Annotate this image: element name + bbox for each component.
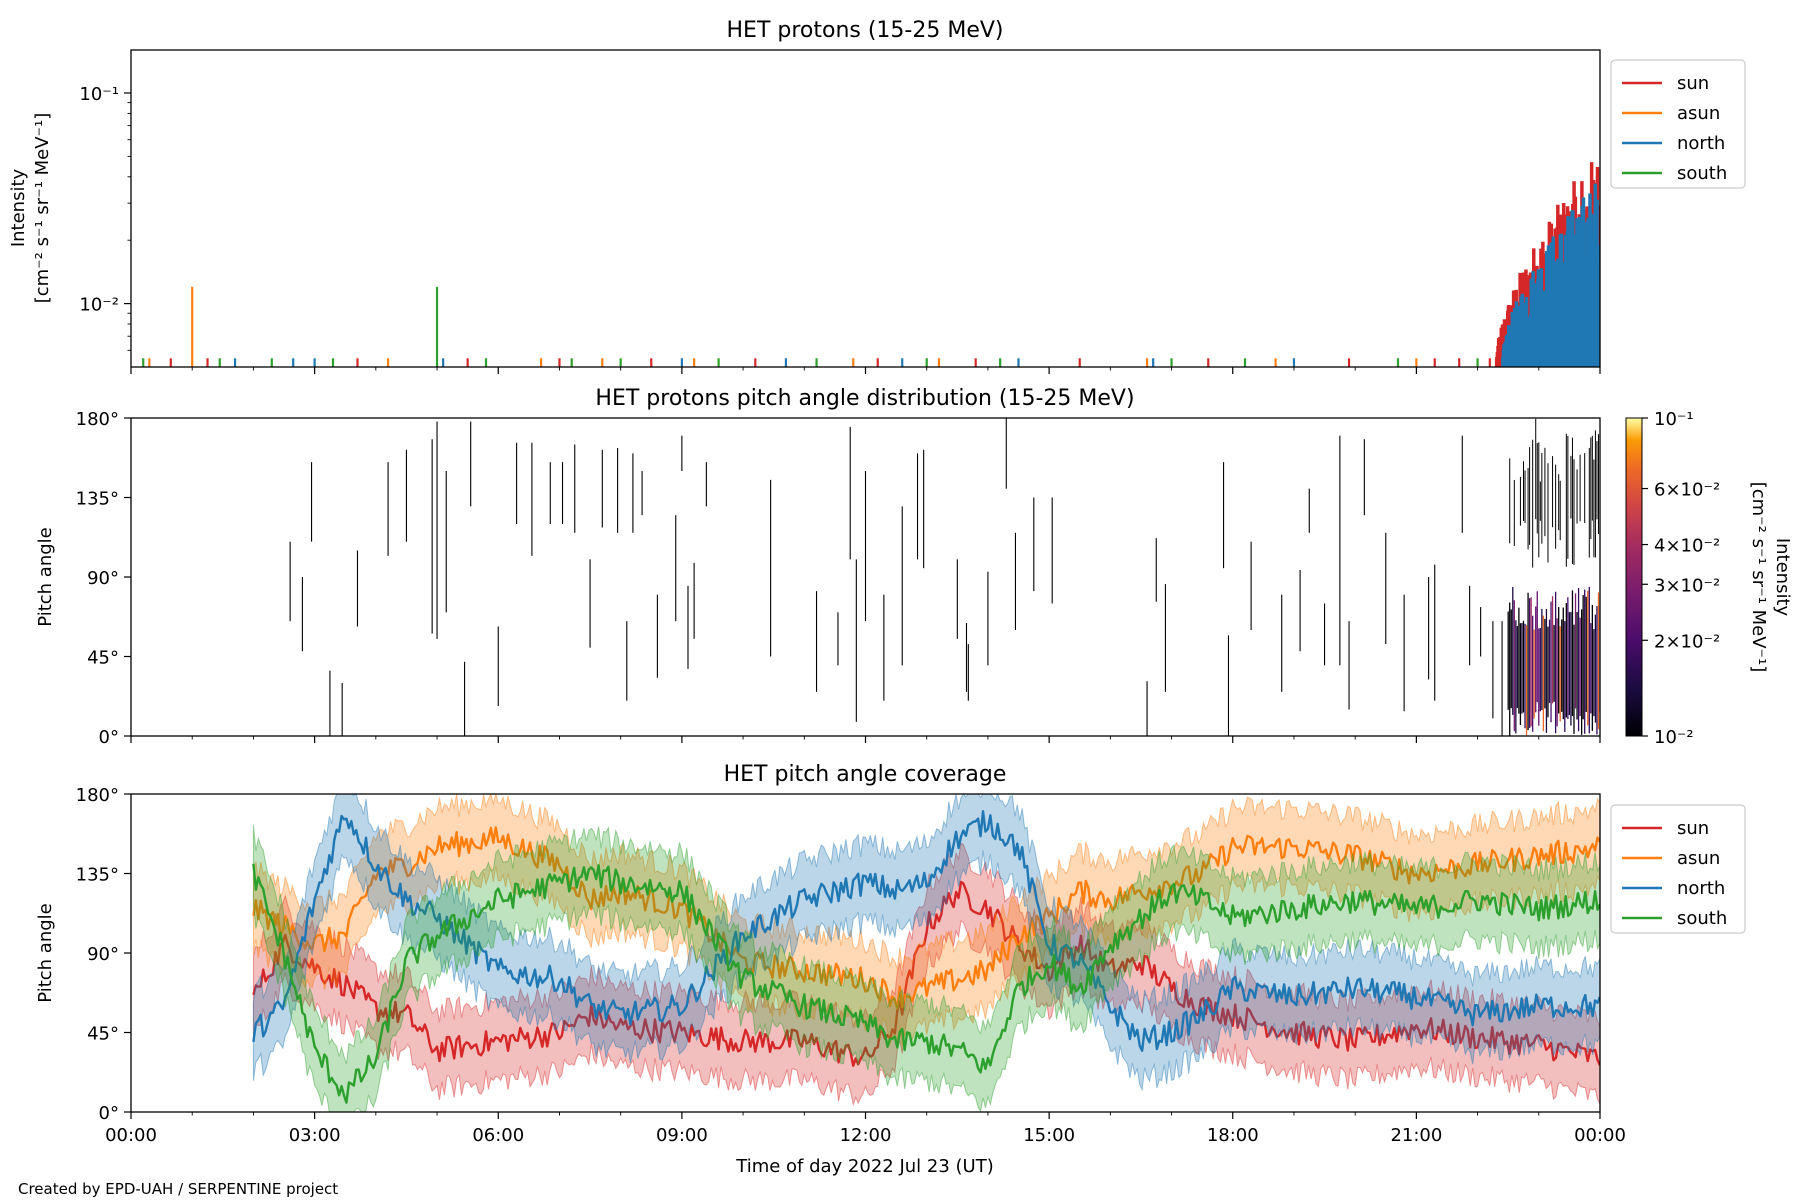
colorbar-label-line1: Intensity (1772, 538, 1793, 617)
y-tick-label: 10⁻² (79, 295, 119, 316)
credit-text: Created by EPD-UAH / SERPENTINE project (18, 1180, 338, 1198)
panel-intensity-frame (130, 49, 1601, 368)
legend-label-south: south (1677, 908, 1727, 929)
y-tick-label: 90° (87, 568, 119, 589)
panel-coverage-title: HET pitch angle coverage (724, 762, 1007, 787)
colorbar-tick-label: 3×10⁻² (1654, 575, 1720, 596)
panel-coverage-data (252, 794, 1600, 1112)
panel-intensity-ylabel: Intensity [cm⁻² s⁻¹ sr⁻¹ MeV⁻¹] (8, 113, 53, 304)
y-tick-label: 180° (76, 409, 119, 430)
panel-intensity-legend: sun asun north south (1610, 59, 1746, 189)
x-tick-label: 12:00 (840, 1125, 892, 1146)
x-axis-label: Time of day 2022 Jul 23 (UT) (735, 1156, 993, 1177)
coverage-line (252, 810, 1600, 1052)
legend-label-sun: sun (1677, 818, 1709, 839)
y-tick-label: 10⁻¹ (79, 84, 119, 105)
legend-box (1610, 804, 1746, 934)
panel-coverage-ticks: 0° 45° 90° 135° 180° (76, 785, 1601, 1124)
panel-intensity-ylabel-line2: [cm⁻² s⁻¹ sr⁻¹ MeV⁻¹] (32, 113, 53, 304)
coverage-series-north (252, 794, 1600, 1092)
x-tick-label: 00:00 (1574, 1125, 1626, 1146)
colorbar: 10⁻² 2×10⁻² 3×10⁻² 4×10⁻² 6×10⁻² 10⁻¹ Intensi… (1625, 409, 1793, 748)
panel-pad-title: HET protons pitch angle distribution (15… (595, 386, 1134, 411)
panel-pad-ticks: 0° 45° 90° 135° 180° (76, 409, 1601, 748)
y-tick-label: 180° (76, 785, 119, 806)
panel-pad-data (289, 418, 1600, 736)
coverage-line (252, 863, 1600, 1104)
panel-coverage: HET pitch angle coverage Pitch angle 0° 4… (35, 762, 1746, 1124)
colorbar-tick-label: 6×10⁻² (1654, 480, 1720, 501)
legend-label-sun: sun (1677, 73, 1709, 94)
series-sun (169, 162, 1600, 367)
colorbar-tick-label: 2×10⁻² (1654, 631, 1720, 652)
series-north (233, 183, 1600, 367)
legend-label-north: north (1677, 878, 1725, 899)
panel-coverage-frame (130, 793, 1601, 1113)
coverage-line (252, 826, 1600, 1010)
colorbar-ticks: 10⁻² 2×10⁻² 3×10⁻² 4×10⁻² 6×10⁻² 10⁻¹ (1642, 409, 1720, 748)
y-tick-label: 45° (87, 1024, 119, 1045)
colorbar-gradient (1625, 417, 1643, 737)
legend-label-north: north (1677, 133, 1725, 154)
panel-intensity-ylabel-line1: Intensity (8, 168, 29, 247)
y-tick-label: 45° (87, 648, 119, 669)
legend-label-asun: asun (1677, 103, 1720, 124)
x-tick-label: 06:00 (472, 1125, 524, 1146)
panel-pad-frame (130, 417, 1601, 737)
panel-pad-ylabel: Pitch angle (35, 527, 56, 626)
y-tick-label: 135° (76, 489, 119, 510)
late-activity-trace (1501, 183, 1600, 367)
colorbar-tick-label: 10⁻¹ (1654, 409, 1694, 430)
coverage-band (252, 842, 1600, 1107)
panel-intensity-data (142, 162, 1600, 367)
coverage-band (252, 794, 1600, 1048)
coverage-band (252, 824, 1600, 1112)
x-tick-label: 00:00 (105, 1125, 157, 1146)
panel-coverage-ylabel: Pitch angle (35, 903, 56, 1002)
series-south (142, 286, 1479, 367)
colorbar-label: Intensity [cm⁻² s⁻¹ sr⁻¹ MeV⁻¹] (1748, 482, 1793, 673)
x-tick-label: 18:00 (1207, 1125, 1259, 1146)
series-asun (148, 261, 1600, 367)
coverage-band (252, 794, 1600, 1092)
legend-box (1610, 59, 1746, 189)
legend-label-south: south (1677, 163, 1727, 184)
y-tick-label: 90° (87, 944, 119, 965)
coverage-series-sun (252, 842, 1600, 1107)
coverage-line (252, 880, 1600, 1067)
y-tick-label: 0° (99, 727, 119, 748)
panel-pad: HET protons pitch angle distribution (15… (35, 386, 1793, 748)
x-tick-label: 03:00 (289, 1125, 341, 1146)
y-tick-label: 0° (99, 1103, 119, 1124)
x-tick-label: 21:00 (1390, 1125, 1442, 1146)
colorbar-label-line2: [cm⁻² s⁻¹ sr⁻¹ MeV⁻¹] (1748, 482, 1769, 673)
coverage-series-south (252, 824, 1600, 1112)
x-tick-labels: 00:00 03:00 06:00 09:00 12:00 15:00 18:00 21:00… (105, 1125, 1626, 1146)
panel-intensity-ticks: 10⁻² 10⁻¹ (79, 84, 1601, 374)
x-tick-label: 09:00 (656, 1125, 708, 1146)
colorbar-tick-label: 10⁻² (1654, 727, 1694, 748)
panel-intensity-title: HET protons (15-25 MeV) (727, 18, 1004, 43)
panel-intensity: HET protons (15-25 MeV) Intensity [cm⁻² … (8, 18, 1746, 374)
y-tick-label: 135° (76, 865, 119, 886)
panel-coverage-legend: sun asun north south (1610, 804, 1746, 934)
colorbar-tick-label: 4×10⁻² (1654, 536, 1720, 557)
x-tick-label: 15:00 (1023, 1125, 1075, 1146)
legend-label-asun: asun (1677, 848, 1720, 869)
coverage-series-asun (252, 794, 1600, 1048)
